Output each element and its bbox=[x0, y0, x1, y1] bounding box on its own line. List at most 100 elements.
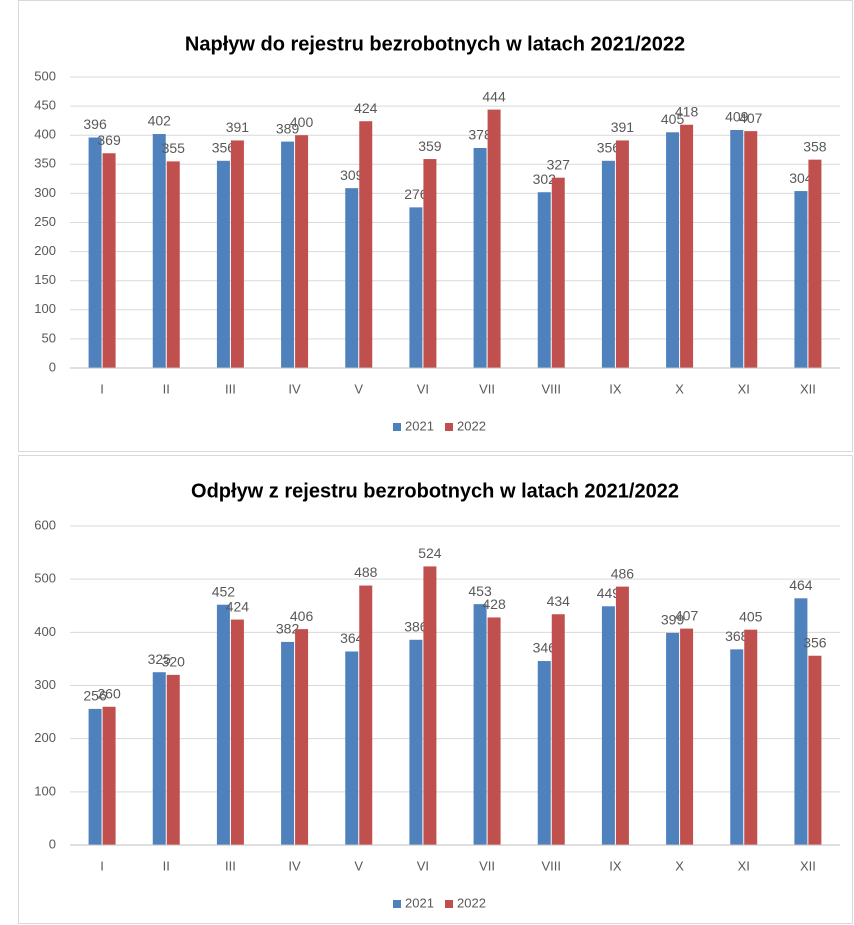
data-label: 409 bbox=[725, 109, 749, 125]
chart-title: Napływ do rejestru bezrobotnych w latach… bbox=[185, 33, 685, 55]
y-tick-label: 300 bbox=[34, 677, 56, 692]
x-tick-label: V bbox=[354, 381, 363, 396]
data-label: 368 bbox=[725, 628, 749, 644]
y-tick-label: 450 bbox=[34, 98, 56, 113]
bar bbox=[794, 191, 808, 368]
data-label: 378 bbox=[468, 127, 492, 143]
bar bbox=[409, 207, 423, 368]
data-label: 325 bbox=[148, 651, 172, 667]
data-label: 356 bbox=[212, 140, 236, 156]
bar bbox=[345, 188, 359, 368]
bar bbox=[666, 132, 680, 368]
data-label: 355 bbox=[162, 140, 186, 156]
bar bbox=[808, 159, 822, 368]
data-label: 320 bbox=[162, 654, 186, 670]
data-label: 256 bbox=[83, 688, 107, 704]
data-label: 260 bbox=[97, 685, 121, 701]
legend-swatch bbox=[445, 900, 453, 908]
x-tick-label: III bbox=[225, 858, 236, 873]
bar bbox=[295, 629, 309, 845]
x-tick-label: IV bbox=[288, 858, 301, 873]
y-tick-label: 500 bbox=[34, 68, 56, 83]
data-label: 302 bbox=[533, 171, 557, 187]
data-label: 346 bbox=[533, 640, 557, 656]
bar bbox=[152, 134, 166, 368]
bar bbox=[487, 617, 501, 845]
data-label: 464 bbox=[789, 577, 813, 593]
data-label: 391 bbox=[226, 119, 250, 135]
bar bbox=[680, 124, 694, 368]
x-tick-label: V bbox=[354, 858, 363, 873]
x-tick-label: X bbox=[675, 381, 684, 396]
bar bbox=[551, 177, 565, 368]
bar bbox=[744, 629, 758, 845]
legend-label: 2021 bbox=[405, 418, 434, 433]
x-tick-label: VII bbox=[479, 858, 495, 873]
data-label: 402 bbox=[148, 113, 172, 129]
data-label: 396 bbox=[83, 116, 107, 132]
data-label: 424 bbox=[226, 598, 250, 614]
x-tick-label: XII bbox=[800, 858, 816, 873]
legend-swatch bbox=[445, 423, 453, 431]
bar bbox=[345, 651, 359, 845]
bar bbox=[281, 141, 295, 368]
data-label: 304 bbox=[789, 170, 813, 186]
y-tick-label: 0 bbox=[49, 836, 56, 851]
x-tick-label: IX bbox=[609, 858, 622, 873]
data-label: 276 bbox=[404, 186, 428, 202]
data-label: 524 bbox=[418, 545, 442, 561]
panel-border bbox=[18, 455, 853, 924]
bar bbox=[601, 160, 615, 368]
legend-swatch bbox=[393, 423, 401, 431]
data-label: 359 bbox=[418, 138, 442, 154]
data-label: 407 bbox=[739, 110, 763, 126]
data-label: 369 bbox=[97, 132, 121, 148]
data-label: 407 bbox=[675, 607, 699, 623]
data-label: 444 bbox=[482, 88, 506, 104]
x-tick-label: I bbox=[100, 858, 104, 873]
data-label: 488 bbox=[354, 564, 378, 580]
x-tick-label: XI bbox=[738, 381, 750, 396]
data-label: 486 bbox=[611, 565, 635, 581]
y-tick-label: 350 bbox=[34, 156, 56, 171]
data-label: 358 bbox=[803, 138, 827, 154]
x-tick-label: VIII bbox=[541, 381, 561, 396]
bar bbox=[102, 706, 116, 845]
bar bbox=[730, 649, 744, 845]
bar bbox=[423, 159, 437, 368]
y-tick-label: 400 bbox=[34, 624, 56, 639]
x-tick-label: III bbox=[225, 381, 236, 396]
x-tick-label: II bbox=[163, 858, 170, 873]
bar bbox=[473, 604, 487, 845]
bar bbox=[102, 153, 116, 368]
data-label: 399 bbox=[661, 612, 685, 628]
bar bbox=[744, 131, 758, 368]
x-tick-label: X bbox=[675, 858, 684, 873]
data-label: 389 bbox=[276, 120, 300, 136]
y-tick-label: 300 bbox=[34, 185, 56, 200]
legend-label: 2022 bbox=[457, 418, 486, 433]
y-tick-label: 250 bbox=[34, 214, 56, 229]
data-label: 434 bbox=[547, 593, 571, 609]
bar bbox=[666, 632, 680, 845]
data-label: 327 bbox=[547, 156, 571, 172]
x-tick-label: VIII bbox=[541, 858, 561, 873]
bar bbox=[808, 655, 822, 845]
data-label: 356 bbox=[803, 634, 827, 650]
y-tick-label: 100 bbox=[34, 301, 56, 316]
bar bbox=[730, 129, 744, 368]
bar bbox=[152, 672, 166, 845]
data-label: 428 bbox=[482, 596, 506, 612]
bar bbox=[359, 585, 373, 845]
x-tick-label: XII bbox=[800, 381, 816, 396]
x-tick-label: XI bbox=[738, 858, 750, 873]
bar bbox=[601, 606, 615, 845]
data-label: 382 bbox=[276, 621, 300, 637]
bar bbox=[281, 641, 295, 845]
x-tick-label: IV bbox=[288, 381, 301, 396]
bar bbox=[487, 109, 501, 368]
y-tick-label: 200 bbox=[34, 243, 56, 258]
y-tick-label: 600 bbox=[34, 517, 56, 532]
data-label: 406 bbox=[290, 608, 314, 624]
